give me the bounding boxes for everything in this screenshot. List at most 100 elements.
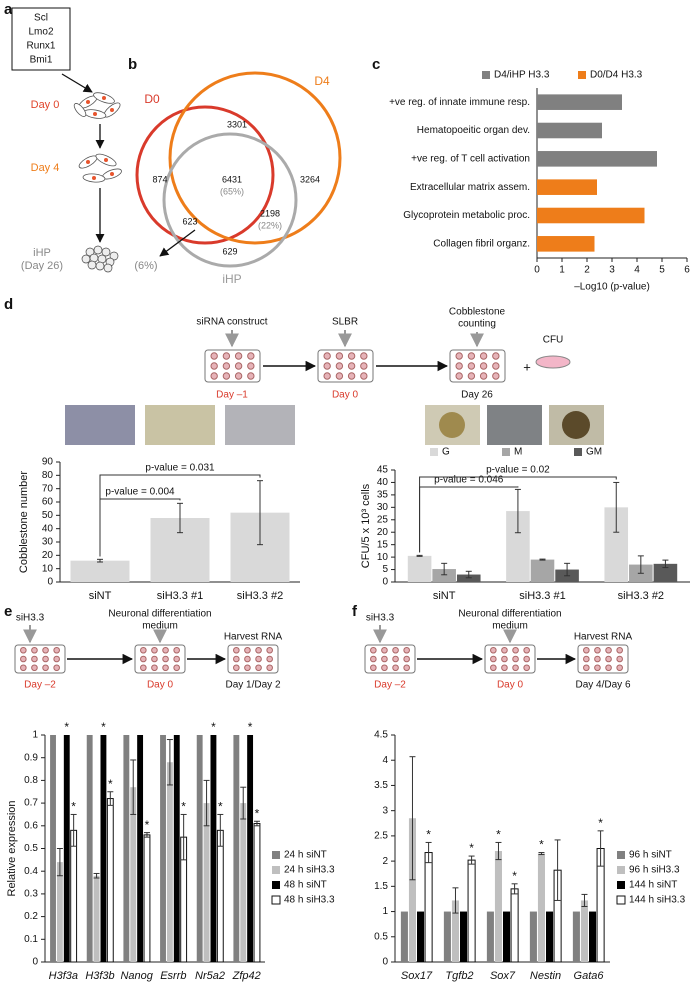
well (490, 655, 497, 663)
significance-mark: * (469, 841, 474, 855)
y-tick-label: 50 (42, 510, 54, 521)
annotation: p-value = 0.004 (105, 487, 175, 498)
y-tick-label: 0.9 (24, 752, 38, 763)
bar (537, 207, 645, 224)
y-tick-label: 0.8 (24, 775, 38, 786)
bar (460, 911, 468, 962)
bar (166, 762, 173, 962)
well (31, 655, 38, 663)
bar (70, 560, 130, 582)
step: siH3.3 (366, 613, 395, 624)
y-tick-label: 45 (377, 465, 389, 476)
bar (240, 803, 247, 962)
well (616, 655, 623, 663)
well (162, 655, 169, 663)
legend-swatch (617, 881, 625, 889)
y-tick-label: 10 (377, 552, 389, 563)
well (370, 655, 377, 663)
well (222, 362, 231, 370)
y-tick-label: 0.6 (24, 820, 38, 831)
well (210, 372, 218, 380)
well (501, 655, 508, 663)
bar (503, 911, 511, 962)
well (323, 372, 331, 380)
venn-count: 623 (182, 216, 197, 226)
bar (589, 911, 597, 962)
well (492, 362, 500, 370)
bar (486, 911, 494, 962)
bar (253, 823, 261, 963)
panel-label: e (4, 603, 12, 620)
y-tick-label: 1.5 (374, 881, 388, 892)
bracket (419, 476, 617, 553)
factor: Runx1 (27, 41, 56, 52)
panel-label: f (352, 603, 358, 620)
category-label: +ve reg. of T cell activation (411, 153, 530, 164)
x-tick-label: siH3.3 #2 (237, 590, 283, 602)
well (370, 664, 377, 672)
stage: iHP (33, 247, 51, 259)
well (335, 372, 344, 380)
y-axis-label: Relative expression (6, 801, 18, 897)
well (247, 352, 255, 360)
well (403, 655, 410, 663)
step: Harvest RNA (224, 632, 283, 643)
legend-label: D0/D4 H3.3 (590, 70, 643, 81)
x-tick-label: siNT (89, 590, 112, 602)
day: Day 26 (461, 390, 493, 401)
well (151, 664, 158, 672)
bar (130, 787, 137, 962)
well (247, 362, 255, 370)
workflow-d-art (225, 330, 571, 372)
y-tick-label: 60 (42, 497, 54, 508)
significance-mark: * (108, 777, 113, 791)
bar (50, 735, 56, 962)
factor: Scl (34, 13, 48, 24)
bar (604, 507, 629, 582)
well (173, 646, 180, 654)
step: Neuronal differentiation (108, 609, 211, 620)
well (512, 664, 519, 672)
day: Day 4/Day 6 (575, 680, 630, 691)
y-tick-label: 40 (377, 477, 389, 488)
factor: Bmi1 (30, 55, 53, 66)
well (347, 352, 356, 360)
well (594, 646, 601, 654)
well (244, 664, 251, 672)
annotation: p-value = 0.02 (486, 465, 550, 476)
panel-label: d (4, 296, 13, 313)
well (594, 655, 601, 663)
y-tick-label: 15 (377, 539, 389, 550)
well (360, 352, 368, 360)
category-label: Collagen fibril organz. (433, 238, 530, 249)
y-tick-label: 5 (382, 564, 388, 575)
venn-percent: (22%) (258, 220, 282, 230)
bar (546, 911, 554, 962)
bar (580, 900, 588, 962)
bar (233, 735, 240, 962)
day: Day 0 (147, 680, 174, 691)
well (370, 646, 377, 654)
significance-mark: * (71, 800, 76, 814)
y-tick-label: 90 (42, 457, 54, 468)
y-tick-label: 2 (382, 856, 388, 867)
x-tick-label: H3f3a (49, 970, 78, 982)
well (467, 352, 476, 360)
well (323, 352, 331, 360)
legend-label: 48 h siNT (284, 880, 327, 891)
venn-diagram (135, 71, 342, 268)
bar (123, 735, 130, 962)
x-tick-label: H3f3b (85, 970, 114, 982)
well (335, 352, 344, 360)
well (266, 646, 273, 654)
x-tick-label: Nestin (530, 970, 561, 982)
y-tick-label: 1 (382, 906, 388, 917)
well (140, 664, 147, 672)
bar (137, 735, 144, 962)
y-tick-label: 3.5 (374, 780, 388, 791)
well (20, 646, 27, 654)
step: SLBR (332, 317, 358, 328)
well (347, 362, 356, 370)
well (403, 646, 410, 654)
bar (56, 862, 63, 962)
